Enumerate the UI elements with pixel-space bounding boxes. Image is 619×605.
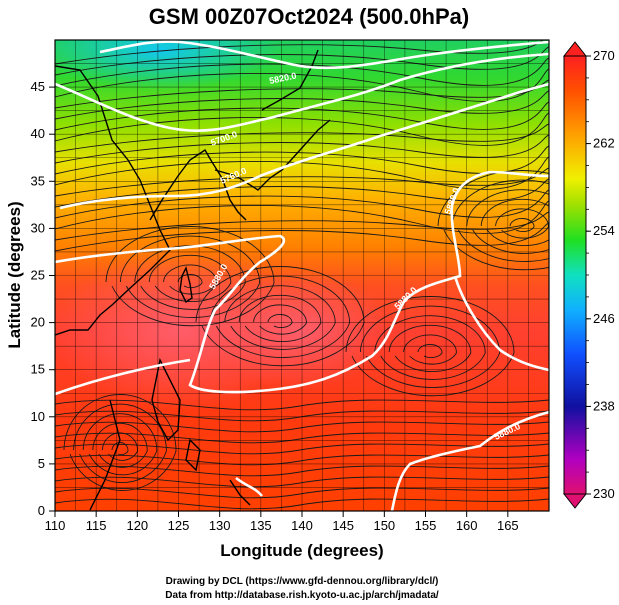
streamline bbox=[134, 245, 246, 310]
streamline bbox=[55, 465, 549, 477]
streamline bbox=[480, 198, 549, 247]
height-contours bbox=[55, 40, 549, 511]
streamline bbox=[55, 443, 549, 455]
colorbar-tick-label: 230 bbox=[593, 486, 615, 501]
y-tick-label: 0 bbox=[38, 503, 45, 518]
streamline bbox=[238, 294, 322, 343]
y-tick-label: 15 bbox=[31, 362, 45, 377]
warm-core-center bbox=[210, 270, 390, 390]
x-tick-label: 160 bbox=[456, 518, 478, 533]
streamline bbox=[55, 101, 549, 131]
streamline bbox=[55, 200, 549, 234]
streamline bbox=[55, 123, 549, 153]
y-axis: 0 5 10 15 20 25 30 35 40 45 bbox=[31, 79, 55, 518]
x-tick-label: 165 bbox=[497, 518, 519, 533]
colorbar-tick-label: 270 bbox=[593, 48, 615, 63]
streamline bbox=[55, 432, 549, 444]
streamline bbox=[55, 90, 549, 120]
streamline bbox=[55, 112, 549, 146]
streamline bbox=[55, 189, 549, 219]
x-tick-label: 110 bbox=[45, 518, 66, 533]
streamline bbox=[267, 314, 293, 329]
x-tick-label: 120 bbox=[126, 518, 148, 533]
x-tick-label: 130 bbox=[209, 518, 231, 533]
streamline bbox=[55, 134, 549, 164]
streamline bbox=[55, 167, 549, 197]
streamline bbox=[148, 254, 232, 303]
streamline bbox=[253, 304, 307, 335]
streamline bbox=[359, 305, 501, 388]
streamline bbox=[509, 218, 535, 233]
y-tick-label: 35 bbox=[31, 173, 45, 188]
streamline bbox=[55, 421, 549, 433]
streamline bbox=[111, 442, 129, 456]
cold-core-north bbox=[55, 40, 280, 90]
x-tick-label: 150 bbox=[373, 518, 395, 533]
credit-drawing: Drawing by DCL (https://www.gfd-dennou.o… bbox=[166, 576, 439, 587]
streamline bbox=[451, 179, 549, 262]
colorbar-tick-label: 262 bbox=[593, 136, 615, 151]
x-tick-label: 115 bbox=[86, 518, 107, 533]
x-tick-label: 140 bbox=[291, 518, 313, 533]
colorbar-scale bbox=[563, 55, 587, 495]
streamline bbox=[495, 208, 549, 239]
streamline bbox=[55, 40, 544, 65]
streamline bbox=[224, 285, 336, 350]
streamline bbox=[55, 57, 549, 87]
streamline bbox=[417, 344, 443, 359]
streamline bbox=[55, 68, 549, 102]
y-tick-label: 25 bbox=[31, 268, 45, 283]
y-tick-label: 5 bbox=[38, 456, 45, 471]
streamline bbox=[55, 211, 549, 241]
x-axis-label: Longitude (degrees) bbox=[220, 541, 383, 560]
streamline bbox=[55, 145, 549, 175]
x-tick-label: 155 bbox=[415, 518, 437, 533]
y-tick-label: 20 bbox=[31, 315, 45, 330]
x-axis: 110 115 120 125 130 135 140 145 150 155 160 165 bbox=[45, 511, 519, 533]
colorbar-tick-label: 246 bbox=[593, 311, 615, 326]
x-tick-label: 125 bbox=[168, 518, 190, 533]
y-axis-label: Latitude (degrees) bbox=[5, 201, 24, 348]
colorbar: 270 262 254 246 238 230 bbox=[562, 41, 615, 509]
colorbar-tick-label: 238 bbox=[593, 398, 615, 413]
x-tick-label: 145 bbox=[332, 518, 354, 533]
streamline bbox=[55, 454, 549, 466]
streamline bbox=[73, 403, 167, 483]
streamline bbox=[163, 264, 217, 295]
streamline bbox=[374, 315, 486, 380]
y-tick-label: 10 bbox=[31, 409, 45, 424]
y-tick-label: 40 bbox=[31, 126, 45, 141]
streamline bbox=[101, 432, 139, 461]
streamline bbox=[55, 399, 549, 411]
streamline bbox=[55, 498, 549, 510]
colorbar-min-arrow bbox=[562, 493, 588, 509]
x-tick-label: 135 bbox=[250, 518, 272, 533]
colorbar-max-arrow bbox=[562, 41, 588, 57]
streamline bbox=[55, 46, 549, 76]
credit-data: Data from http://database.rish.kyoto-u.a… bbox=[165, 590, 439, 601]
streamline bbox=[55, 476, 549, 488]
streamline bbox=[345, 296, 515, 397]
streamline bbox=[119, 235, 261, 318]
y-tick-label: 30 bbox=[31, 220, 45, 235]
colorbar-tick-label: 254 bbox=[593, 223, 615, 238]
streamline bbox=[403, 334, 457, 365]
streamline bbox=[55, 156, 549, 190]
plot-area: 5820.0 5700.0 5760.0 5880.0 5880.0 5880.… bbox=[55, 40, 549, 511]
y-tick-label: 45 bbox=[31, 79, 45, 94]
streamline bbox=[55, 487, 549, 499]
chart-title: GSM 00Z07Oct2024 (500.0hPa) bbox=[149, 4, 469, 29]
